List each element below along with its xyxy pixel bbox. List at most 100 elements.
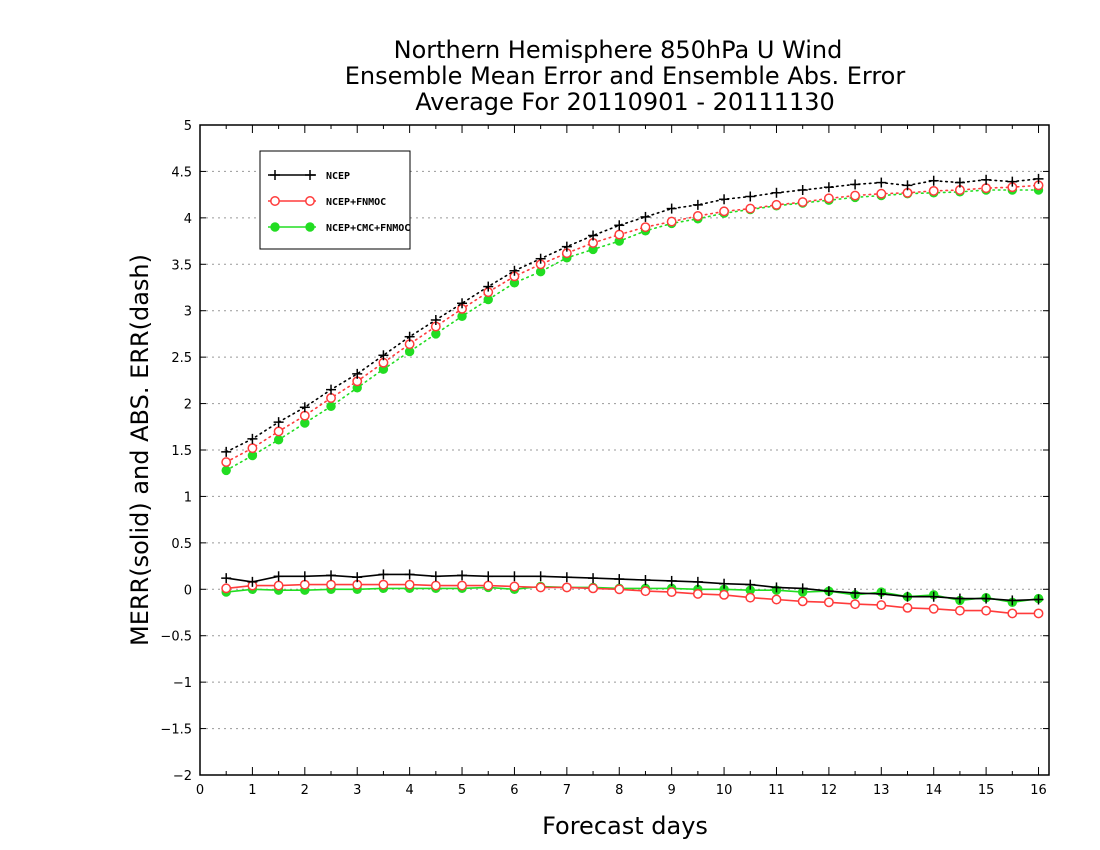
abs-err-point [247,433,258,444]
mean-err-point [954,593,965,604]
x-tick-label: 12 [821,783,838,798]
y-tick-label: 4.5 [171,165,192,180]
abs-err-point [771,199,782,210]
x-tick-label: 4 [405,783,413,798]
chart-title-line-1: Northern Hemisphere 850hPa U Wind [394,36,843,64]
abs-err-point [299,410,310,421]
mean-err-point [666,575,677,586]
abs-err-point [221,457,232,468]
y-tick-label: 3.5 [171,258,192,273]
mean-err-point [273,580,284,591]
x-tick-label: 11 [768,783,785,798]
mean-err-point [247,576,258,587]
mean-err-point [902,602,913,613]
mean-err-point [850,599,861,610]
mean-err-point [771,582,782,593]
abs-err-line-ncep-cmc-fnmoc [225,189,1040,472]
abs-err-point [1033,173,1044,184]
abs-err-point [876,177,887,188]
series-ncep-fnmoc [221,180,1044,619]
mean-err-point [430,571,441,582]
tick-layer: −2−1.5−1−0.500.511.522.533.544.550 1 2 3 4 5 6… [160,119,1049,798]
abs-err-point [614,229,625,240]
x-tick-label: 8 [615,783,623,798]
abs-err-point [745,191,756,202]
mean-err-point [561,572,572,583]
abs-err-point [823,182,834,193]
abs-err-point [823,193,834,204]
legend-item: NCEP [268,170,350,182]
legend-marker [305,170,315,180]
mean-err-point [535,571,546,582]
y-tick-label: −1 [173,676,192,691]
x-tick-label: 15 [978,783,995,798]
abs-err-point [640,222,651,233]
abs-err-point [483,281,494,292]
legend-marker [270,170,280,180]
abs-err-point [797,185,808,195]
abs-err-point [326,401,336,412]
mean-err-point [299,571,310,582]
mean-err-point [326,579,336,590]
abs-err-point [692,199,703,210]
mean-err-point [404,579,415,590]
x-tick-label: 5 [458,783,466,798]
mean-err-point [430,580,441,591]
x-tick-label: 6 [510,783,518,798]
abs-err-point [352,368,363,379]
mean-err-point [457,570,468,581]
abs-err-point [745,203,756,214]
abs-err-point [928,185,939,196]
mean-err-point [876,600,887,611]
abs-err-point [404,331,415,342]
abs-err-point [221,446,232,457]
x-tick-label: 14 [925,783,942,798]
abs-err-point [876,188,887,199]
mean-err-point [221,573,232,584]
mean-err-point [509,581,520,592]
abs-err-point [666,203,677,214]
mean-err-point [640,586,651,597]
y-tick-label: 5 [184,119,192,134]
mean-err-point [483,571,494,582]
mean-err-point [692,576,703,587]
abs-err-point [457,298,468,309]
mean-err-point [326,570,337,581]
abs-err-point [273,435,284,445]
abs-err-point [273,426,284,437]
y-tick-label: 4 [184,212,192,227]
x-tick-label: 3 [353,783,361,798]
y-tick-label: 1 [184,490,192,505]
legend-marker [305,222,315,232]
legend-item: NCEP+FNMOC [268,196,386,208]
mean-err-point [535,582,546,593]
mean-err-point [457,580,467,591]
y-tick-label: −1.5 [160,723,192,738]
x-tick-label: 7 [563,783,571,798]
abs-err-point [797,197,808,208]
abs-err-point [430,315,441,325]
abs-err-point [640,211,651,222]
mean-err-point [745,579,756,590]
mean-err-point [771,594,782,605]
y-tick-label: −2 [173,769,192,784]
abs-err-point [666,216,677,227]
mean-err-point [876,588,887,599]
mean-err-point [378,579,389,590]
chart-title-line-3: Average For 20110901 - 20111130 [415,88,835,116]
abs-err-point [247,443,258,454]
mean-err-point [1007,595,1018,606]
mean-err-point [823,586,834,597]
y-axis-label: MERR(solid) and ABS. ERR(dash) [126,254,154,646]
mean-err-point [299,579,310,590]
legend-label: NCEP [326,171,350,182]
mean-err-point [588,583,599,594]
abs-err-point [221,465,231,476]
abs-err-point [326,384,337,395]
mean-err-point [1007,608,1018,619]
x-tick-label: 10 [716,783,733,798]
y-tick-label: 3 [184,305,192,320]
y-tick-label: 1.5 [171,444,192,459]
mean-err-point [273,571,284,582]
x-tick-label: 9 [668,783,676,798]
